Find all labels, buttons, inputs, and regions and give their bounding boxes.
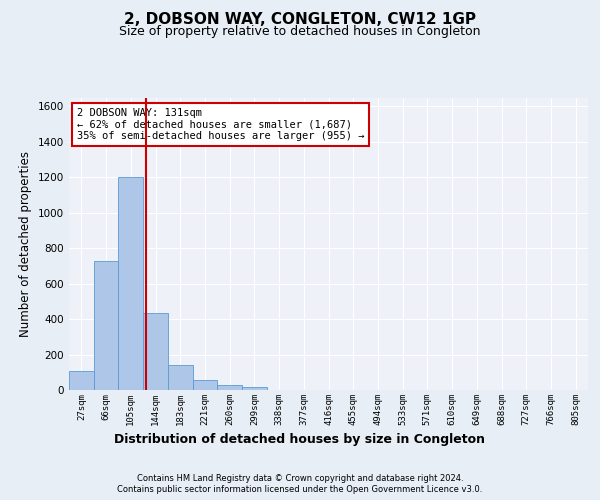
Bar <box>118 178 143 390</box>
Bar <box>69 372 94 390</box>
Text: Distribution of detached houses by size in Congleton: Distribution of detached houses by size … <box>115 432 485 446</box>
Bar <box>143 313 168 390</box>
Text: 2 DOBSON WAY: 131sqm
← 62% of detached houses are smaller (1,687)
35% of semi-de: 2 DOBSON WAY: 131sqm ← 62% of detached h… <box>77 108 364 141</box>
Text: Size of property relative to detached houses in Congleton: Size of property relative to detached ho… <box>119 25 481 38</box>
Bar <box>193 380 217 390</box>
Text: 2, DOBSON WAY, CONGLETON, CW12 1GP: 2, DOBSON WAY, CONGLETON, CW12 1GP <box>124 12 476 28</box>
Text: Contains HM Land Registry data © Crown copyright and database right 2024.: Contains HM Land Registry data © Crown c… <box>137 474 463 483</box>
Bar <box>94 260 118 390</box>
Bar <box>242 388 267 390</box>
Bar <box>168 365 193 390</box>
Text: Contains public sector information licensed under the Open Government Licence v3: Contains public sector information licen… <box>118 485 482 494</box>
Y-axis label: Number of detached properties: Number of detached properties <box>19 151 32 337</box>
Bar <box>217 384 242 390</box>
